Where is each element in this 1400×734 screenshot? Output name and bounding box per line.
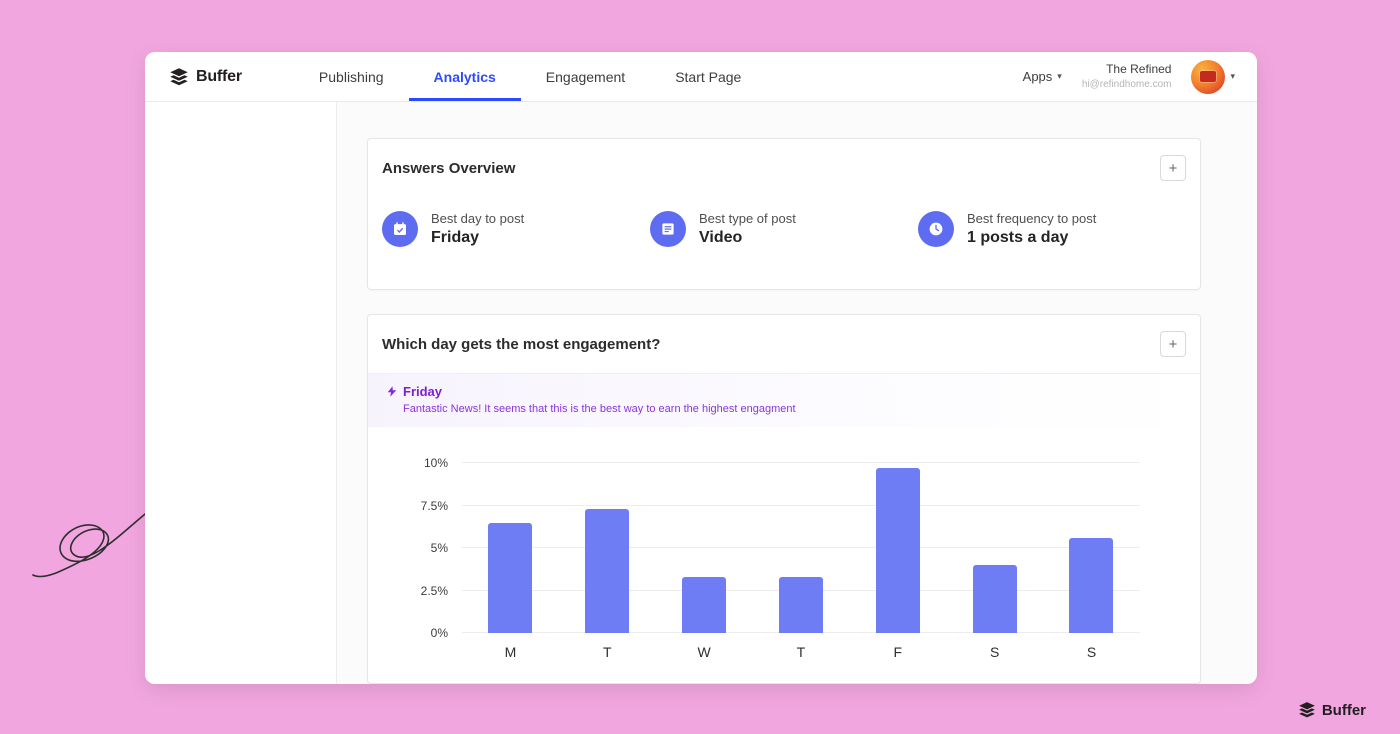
nav-tabs: Publishing Analytics Engagement Start Pa… — [294, 52, 766, 101]
tab-publishing[interactable]: Publishing — [294, 52, 409, 101]
metric-text: Best day to post Friday — [431, 211, 524, 247]
answers-overview-card: Answers Overview + Best da — [367, 138, 1201, 290]
metric-value: Video — [699, 229, 743, 246]
x-tick-label: S — [1086, 644, 1097, 660]
answers-card-header: Answers Overview + — [368, 139, 1200, 197]
tab-label: Start Page — [675, 68, 742, 85]
metric-label: Best day to post — [431, 211, 525, 226]
sidebar — [145, 102, 337, 684]
lightning-icon — [387, 386, 397, 397]
bar-column: S — [972, 463, 1017, 660]
buffer-layers-icon — [1298, 702, 1315, 718]
x-tick-label: T — [602, 644, 612, 660]
tab-analytics[interactable]: Analytics — [408, 52, 521, 101]
add-widget-button[interactable]: + — [1160, 331, 1186, 357]
clock-icon — [918, 211, 954, 247]
engagement-card: Which day gets the most engagement? + Fr… — [367, 314, 1201, 684]
calendar-check-icon — [382, 211, 418, 247]
bar — [972, 565, 1017, 633]
body-row: Answers Overview + Best da — [145, 102, 1257, 684]
metric-value: 1 posts a day — [967, 229, 1069, 246]
bar — [1069, 537, 1114, 633]
bar-column: S — [1069, 463, 1114, 660]
y-tick-label: 7.5% — [420, 498, 448, 513]
bar-column: F — [875, 463, 920, 660]
x-tick-label: W — [697, 644, 711, 660]
avatar — [1191, 59, 1226, 94]
bar-column: T — [585, 463, 630, 660]
account-email: hi@refindhome.com — [1081, 78, 1172, 90]
metric-label: Best frequency to post — [967, 211, 1097, 226]
footer-logo-text: Buffer — [1321, 701, 1366, 719]
tab-label: Publishing — [318, 68, 384, 85]
account-name: The Refined — [1106, 62, 1172, 77]
apps-label: Apps — [1022, 69, 1053, 84]
engagement-card-header: Which day gets the most engagement? + — [368, 315, 1200, 374]
insight-top: Friday — [386, 384, 1180, 399]
bar — [875, 468, 920, 633]
y-tick-label: 10% — [423, 456, 448, 470]
gridline — [462, 504, 1140, 506]
metric-best-type: Best type of post Video — [650, 211, 918, 247]
x-tick-label: S — [989, 644, 1000, 660]
bar — [488, 522, 533, 633]
bar — [778, 576, 823, 633]
tab-start-page[interactable]: Start Page — [650, 52, 766, 101]
buffer-logo[interactable]: Buffer — [169, 52, 242, 101]
bar-column: W — [682, 463, 727, 660]
tab-label: Engagement — [545, 68, 626, 85]
squiggle-doodle — [32, 491, 173, 578]
bar — [585, 508, 630, 633]
metric-label: Best type of post — [699, 211, 796, 226]
chevron-down-icon: ▾ — [1057, 71, 1062, 81]
metric-text: Best type of post Video — [699, 211, 796, 247]
answers-card-title: Answers Overview — [382, 159, 516, 177]
insight-description: Fantastic News! It seems that this is th… — [403, 403, 796, 415]
insight-banner: Friday Fantastic News! It seems that thi… — [368, 374, 1200, 427]
metric-best-frequency: Best frequency to post 1 posts a day — [918, 211, 1186, 247]
top-navbar: Buffer Publishing Analytics Engagement S… — [145, 52, 1257, 102]
apps-menu[interactable]: Apps ▾ — [1023, 69, 1062, 84]
gridline — [462, 547, 1140, 548]
x-tick-label: T — [796, 644, 806, 660]
bar — [682, 576, 727, 633]
y-tick-label: 2.5% — [420, 583, 448, 598]
buffer-logo-text: Buffer — [196, 67, 242, 85]
post-type-icon — [650, 211, 686, 247]
y-tick-label: 5% — [430, 541, 448, 555]
buffer-layers-icon — [170, 67, 188, 85]
x-tick-label: F — [893, 644, 903, 660]
engagement-bar-chart: 10% 7.5% 5% 2.5% 0% M T W T F S S — [368, 427, 1200, 683]
account-info: The Refined hi@refindhome.com — [1082, 62, 1172, 91]
app-window: Buffer Publishing Analytics Engagement S… — [145, 52, 1257, 684]
metric-value: Friday — [431, 229, 480, 246]
account-menu[interactable]: ▾ — [1191, 59, 1235, 94]
gridline — [462, 462, 1140, 463]
navbar-right: Apps ▾ The Refined hi@refindhome.com ▾ — [1023, 52, 1235, 101]
engagement-card-title: Which day gets the most engagement? — [382, 335, 661, 353]
main-content: Answers Overview + Best da — [337, 102, 1257, 684]
x-tick-label: M — [504, 644, 517, 660]
y-tick-label: 0% — [430, 626, 448, 640]
y-axis: 10% 7.5% 5% 2.5% 0% — [408, 456, 456, 640]
metric-best-day: Best day to post Friday — [382, 211, 650, 247]
metric-text: Best frequency to post 1 posts a day — [967, 211, 1096, 247]
tab-engagement[interactable]: Engagement — [521, 52, 650, 101]
chevron-down-icon: ▾ — [1230, 71, 1235, 81]
tab-label: Analytics — [433, 68, 496, 85]
footer-buffer-logo: Buffer — [1298, 701, 1366, 719]
add-widget-button[interactable]: + — [1160, 155, 1186, 181]
insight-title: Friday — [403, 384, 443, 399]
metrics-row: Best day to post Friday Best type — [368, 197, 1200, 289]
bar-column: M — [488, 463, 533, 660]
bar-column: T — [778, 463, 823, 660]
